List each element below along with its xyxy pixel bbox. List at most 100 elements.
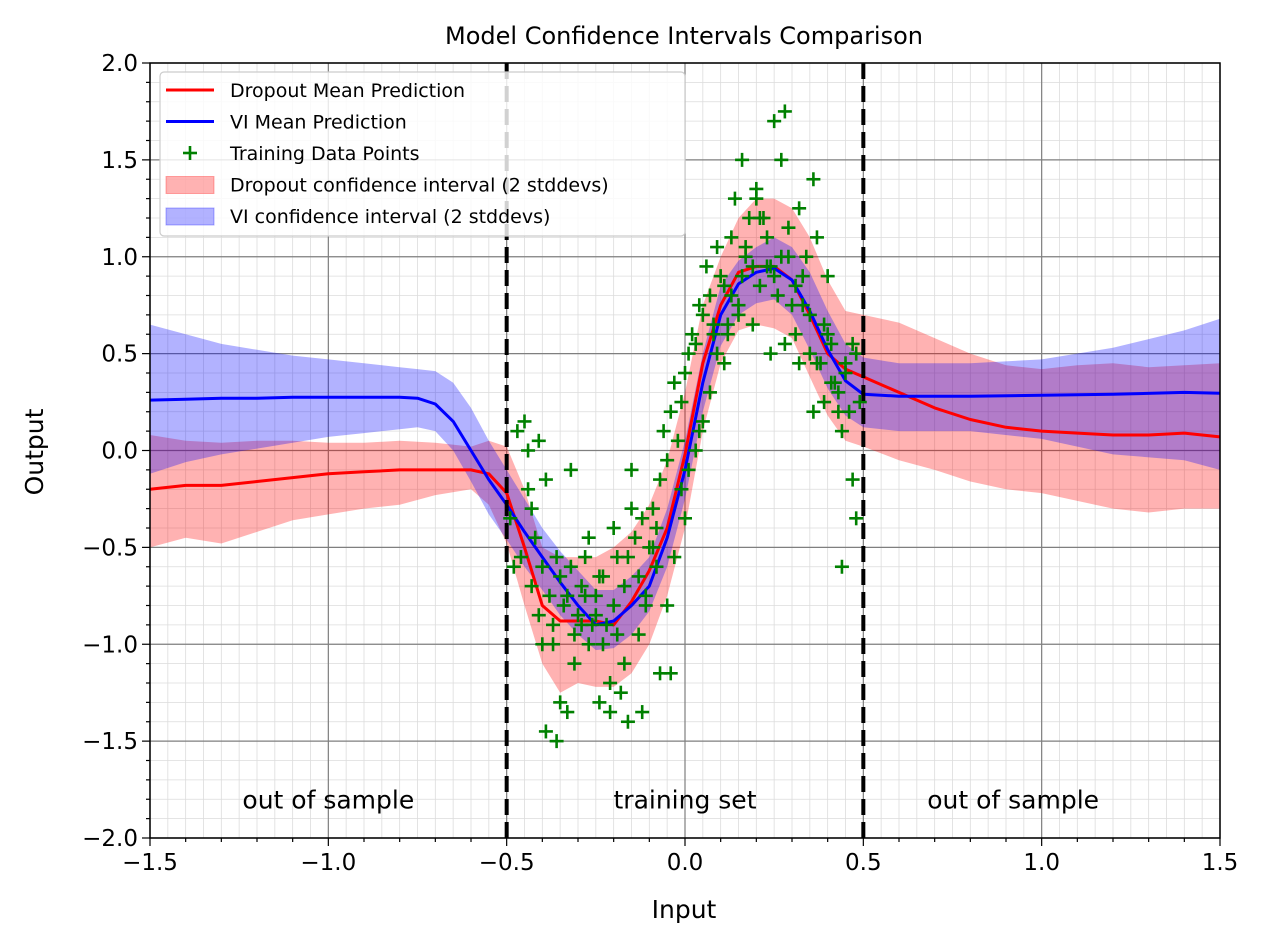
training-point bbox=[549, 550, 564, 565]
training-point bbox=[710, 346, 725, 361]
training-point bbox=[831, 385, 846, 400]
training-point bbox=[806, 404, 821, 419]
training-point bbox=[517, 414, 532, 429]
training-point bbox=[760, 230, 775, 245]
training-point bbox=[624, 501, 639, 516]
training-point bbox=[649, 559, 664, 574]
vi-mean-line bbox=[149, 266, 1221, 627]
training-point bbox=[678, 366, 692, 380]
training-point bbox=[831, 404, 846, 419]
training-point bbox=[817, 395, 832, 410]
training-point bbox=[817, 317, 832, 332]
training-point bbox=[603, 676, 618, 690]
y-tick-label: 2.0 bbox=[101, 51, 138, 77]
training-point bbox=[613, 685, 628, 700]
training-point bbox=[788, 278, 803, 293]
training-point bbox=[727, 191, 742, 206]
training-point bbox=[695, 307, 710, 322]
legend-label: Dropout confidence interval (2 stddevs) bbox=[230, 175, 609, 197]
training-point bbox=[521, 482, 536, 497]
dropout-confidence-band bbox=[150, 198, 1220, 693]
training-point bbox=[592, 569, 607, 584]
y-tick-label: 0.0 bbox=[101, 439, 138, 465]
training-point bbox=[767, 269, 782, 284]
training-point bbox=[638, 588, 653, 603]
y-tick-label: −1.5 bbox=[82, 729, 138, 755]
training-point bbox=[653, 472, 668, 487]
training-point bbox=[809, 230, 824, 245]
training-point bbox=[752, 278, 767, 293]
chart-title: Model Confidence Intervals Comparison bbox=[445, 22, 923, 50]
training-point bbox=[571, 608, 585, 623]
training-point bbox=[506, 559, 521, 574]
training-point bbox=[724, 230, 739, 245]
training-point bbox=[649, 521, 664, 535]
training-point bbox=[538, 472, 553, 487]
training-point bbox=[603, 705, 618, 720]
training-point bbox=[563, 462, 578, 477]
training-point bbox=[667, 550, 682, 565]
training-point bbox=[781, 220, 796, 235]
training-point bbox=[663, 404, 678, 419]
training-point bbox=[849, 511, 864, 526]
training-point bbox=[610, 550, 625, 565]
x-tick-label: 1.5 bbox=[1202, 850, 1239, 876]
x-axis-ticks: −1.5 −1.0 −0.5 0.0 0.5 1.0 1.5 bbox=[122, 838, 1238, 876]
training-point bbox=[503, 511, 518, 526]
training-point bbox=[578, 588, 593, 603]
training-point bbox=[781, 249, 796, 264]
training-point bbox=[688, 336, 703, 351]
training-point bbox=[731, 307, 746, 322]
training-point bbox=[702, 385, 717, 400]
training-point bbox=[635, 705, 650, 720]
training-point bbox=[578, 550, 593, 565]
training-point bbox=[606, 521, 621, 535]
training-point bbox=[531, 608, 546, 623]
training-point bbox=[799, 249, 814, 264]
training-point bbox=[628, 530, 643, 545]
legend: Dropout Mean Prediction VI Mean Predictio… bbox=[159, 71, 686, 237]
legend-entry: Training Data Points bbox=[183, 143, 420, 165]
training-point bbox=[560, 705, 575, 720]
legend-label: VI confidence interval (2 stddevs) bbox=[230, 206, 550, 228]
training-point bbox=[674, 482, 689, 497]
training-point bbox=[528, 530, 543, 545]
region-label: out of sample bbox=[242, 785, 414, 814]
training-point bbox=[624, 462, 639, 477]
training-point bbox=[845, 336, 860, 351]
training-point bbox=[724, 288, 739, 303]
training-point bbox=[513, 550, 528, 565]
x-tick-label: −0.5 bbox=[479, 850, 535, 876]
training-point bbox=[777, 336, 792, 351]
x-axis-label: Input bbox=[652, 895, 717, 924]
training-point bbox=[706, 327, 721, 342]
region-annotations: out of sample training set out of sample bbox=[242, 785, 1099, 814]
legend-entry: VI Mean Prediction bbox=[166, 112, 407, 134]
training-point bbox=[788, 327, 803, 342]
training-point bbox=[546, 617, 561, 632]
training-point bbox=[763, 259, 778, 274]
training-point bbox=[556, 598, 571, 613]
training-point bbox=[745, 259, 760, 274]
training-point bbox=[824, 375, 839, 390]
training-point bbox=[678, 511, 692, 526]
training-point bbox=[553, 695, 568, 710]
training-point bbox=[849, 346, 864, 361]
training-point bbox=[645, 501, 660, 516]
training-point bbox=[806, 172, 821, 187]
training-point bbox=[763, 346, 778, 361]
training-point bbox=[809, 356, 824, 371]
training-point bbox=[574, 617, 589, 632]
legend-entry: Dropout Mean Prediction bbox=[166, 80, 465, 102]
training-point bbox=[792, 201, 807, 216]
training-point bbox=[735, 269, 750, 284]
x-tick-label: 1.0 bbox=[1023, 850, 1060, 876]
training-point bbox=[792, 356, 807, 371]
training-point bbox=[595, 637, 610, 652]
x-tick-label: −1.0 bbox=[300, 850, 356, 876]
training-point bbox=[717, 278, 732, 293]
training-point bbox=[538, 724, 553, 739]
training-point bbox=[620, 714, 635, 729]
legend-entry: Dropout confidence interval (2 stddevs) bbox=[165, 175, 609, 197]
